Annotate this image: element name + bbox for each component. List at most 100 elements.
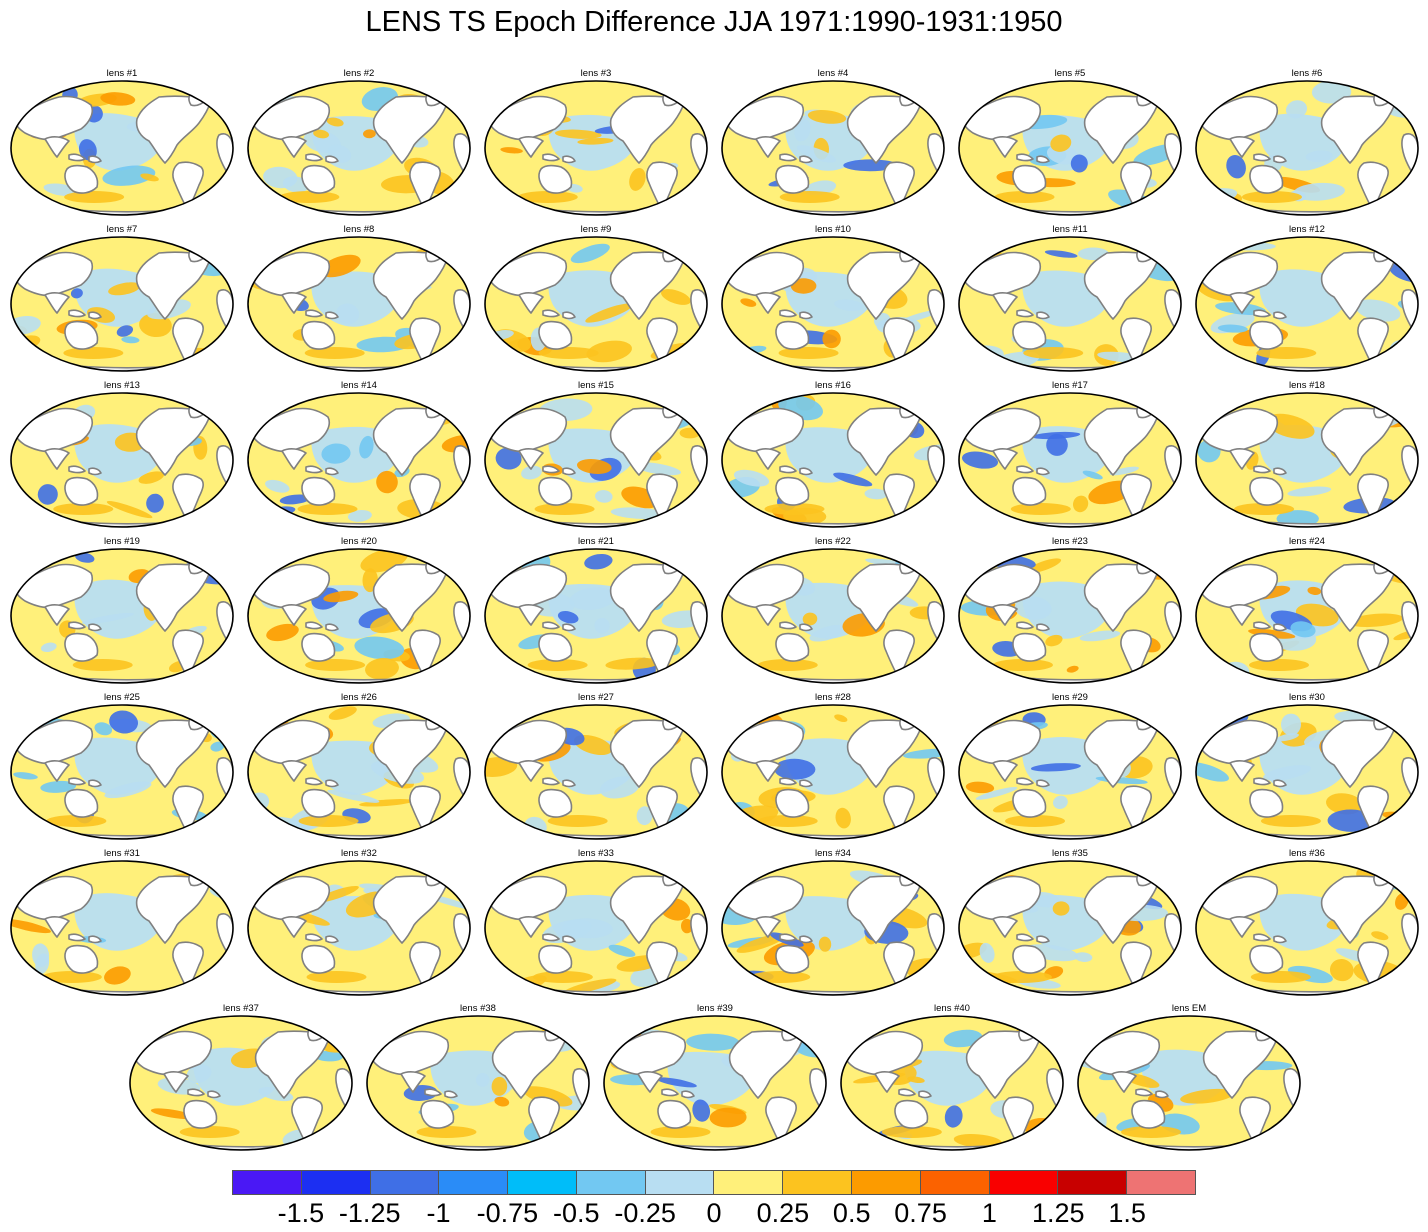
map-panel-label: lens #3: [580, 68, 612, 79]
map-panel-label: lens #22: [815, 536, 851, 547]
colorbar-tick-label: 1.25: [1032, 1198, 1085, 1228]
colorbar-tick-label: -0.5: [553, 1198, 600, 1228]
world-map-plot: [484, 704, 708, 840]
colorbar-tick-label: -1.25: [338, 1198, 401, 1228]
world-map-plot: [247, 236, 471, 372]
map-panel: lens #15: [483, 380, 709, 530]
colorbar-tick-label: -0.25: [614, 1198, 676, 1228]
map-panel: lens #6: [1194, 68, 1420, 218]
colorbar-swatch: [852, 1171, 921, 1194]
map-panel-label: lens #12: [1289, 224, 1325, 235]
world-map-plot: [721, 860, 945, 996]
colorbar-swatch: [989, 1171, 1059, 1194]
map-panel-label: lens #40: [934, 1003, 970, 1014]
colorbar-tick-label: -0.75: [476, 1198, 539, 1228]
map-panel-label: lens #29: [1052, 692, 1088, 703]
map-panel: lens #22: [720, 536, 946, 686]
world-map-plot: [1195, 704, 1419, 840]
map-panel-label: lens #23: [1052, 536, 1088, 547]
map-panel: lens #19: [9, 536, 235, 686]
map-panel: lens #9: [483, 224, 709, 374]
colorbar-swatch: [1058, 1171, 1128, 1194]
colorbar-tick-label: 0.25: [756, 1198, 810, 1228]
map-panel-label: lens #11: [1052, 224, 1088, 235]
map-panel-label: lens #17: [1052, 380, 1088, 391]
colorbar-swatch: [576, 1171, 646, 1194]
world-map-plot: [129, 1015, 353, 1151]
map-panel-label: lens #27: [578, 692, 614, 703]
map-panel-label: lens #9: [580, 224, 612, 235]
colorbar-swatch: [783, 1171, 853, 1194]
map-panel-label: lens #18: [1289, 380, 1325, 391]
world-map-plot: [247, 392, 471, 528]
world-map-plot: [721, 548, 945, 684]
map-panel: lens #37: [128, 1003, 354, 1153]
colorbar-swatch: [301, 1171, 371, 1194]
map-panel: lens #39: [602, 1003, 828, 1153]
world-map-plot: [958, 860, 1182, 996]
map-panel: lens #5: [957, 68, 1183, 218]
colorbar-tick-label: 0: [706, 1198, 722, 1228]
map-panel: lens #27: [483, 692, 709, 842]
world-map-plot: [958, 392, 1182, 528]
colorbar-tick-label: 1.5: [1108, 1198, 1146, 1228]
map-panel: lens #25: [9, 692, 235, 842]
map-panel: lens #30: [1194, 692, 1420, 842]
world-map-plot: [10, 704, 234, 840]
world-map-plot: [603, 1015, 827, 1151]
world-map-plot: [1195, 236, 1419, 372]
map-panel-label: lens #10: [815, 224, 851, 235]
map-panel: lens #7: [9, 224, 235, 374]
map-panel-label: lens #39: [697, 1003, 733, 1014]
world-map-plot: [484, 392, 708, 528]
map-panel: lens #23: [957, 536, 1183, 686]
colorbar-swatch: [508, 1171, 577, 1194]
world-map-plot: [1195, 860, 1419, 996]
map-panel: lens #33: [483, 848, 709, 998]
map-panel-label: lens EM: [1171, 1003, 1207, 1014]
map-panel: lens #14: [246, 380, 472, 530]
world-map-plot: [10, 236, 234, 372]
world-map-plot: [484, 236, 708, 372]
colorbar-swatch: [1127, 1171, 1195, 1194]
world-map-plot: [10, 392, 234, 528]
map-panel: lens #38: [365, 1003, 591, 1153]
world-map-plot: [247, 860, 471, 996]
colorbar-swatch: [370, 1171, 440, 1194]
map-panel: lens #12: [1194, 224, 1420, 374]
map-panel: lens #11: [957, 224, 1183, 374]
world-map-plot: [958, 236, 1182, 372]
map-panel: lens #29: [957, 692, 1183, 842]
map-panel: lens #26: [246, 692, 472, 842]
colorbar-swatch: [920, 1171, 990, 1194]
map-panel-label: lens #25: [104, 692, 140, 703]
world-map-plot: [958, 548, 1182, 684]
map-panel-label: lens #21: [578, 536, 614, 547]
world-map-plot: [958, 704, 1182, 840]
world-map-plot: [1195, 548, 1419, 684]
map-panel: lens #2: [246, 68, 472, 218]
world-map-plot: [484, 548, 708, 684]
page-title: LENS TS Epoch Difference JJA 1971:1990-1…: [365, 6, 1063, 38]
map-panel: lens #40: [839, 1003, 1065, 1153]
map-panel-label: lens #20: [341, 536, 377, 547]
colorbar-labels: -1.5 -1.25 -1 -0.75 -0.5 -0.25 0 0.25 0.5 0.75 1 1.…: [0, 1196, 1428, 1230]
map-panel: lens #35: [957, 848, 1183, 998]
map-panel: lens #32: [246, 848, 472, 998]
world-map-plot: [721, 80, 945, 216]
map-panel-label: lens #36: [1289, 848, 1325, 859]
map-panel-label: lens #14: [341, 380, 377, 391]
map-panel-label: lens #6: [1291, 68, 1323, 79]
map-panel: lens #36: [1194, 848, 1420, 998]
map-panel-label: lens #24: [1289, 536, 1325, 547]
map-panel: lens #3: [483, 68, 709, 218]
map-panel-label: lens #31: [104, 848, 140, 859]
map-panel-label: lens #26: [341, 692, 377, 703]
world-map-plot: [10, 548, 234, 684]
map-panel: lens #17: [957, 380, 1183, 530]
world-map-plot: [721, 392, 945, 528]
map-panel: lens #10: [720, 224, 946, 374]
map-panel: lens #8: [246, 224, 472, 374]
map-panel-label: lens #30: [1289, 692, 1325, 703]
